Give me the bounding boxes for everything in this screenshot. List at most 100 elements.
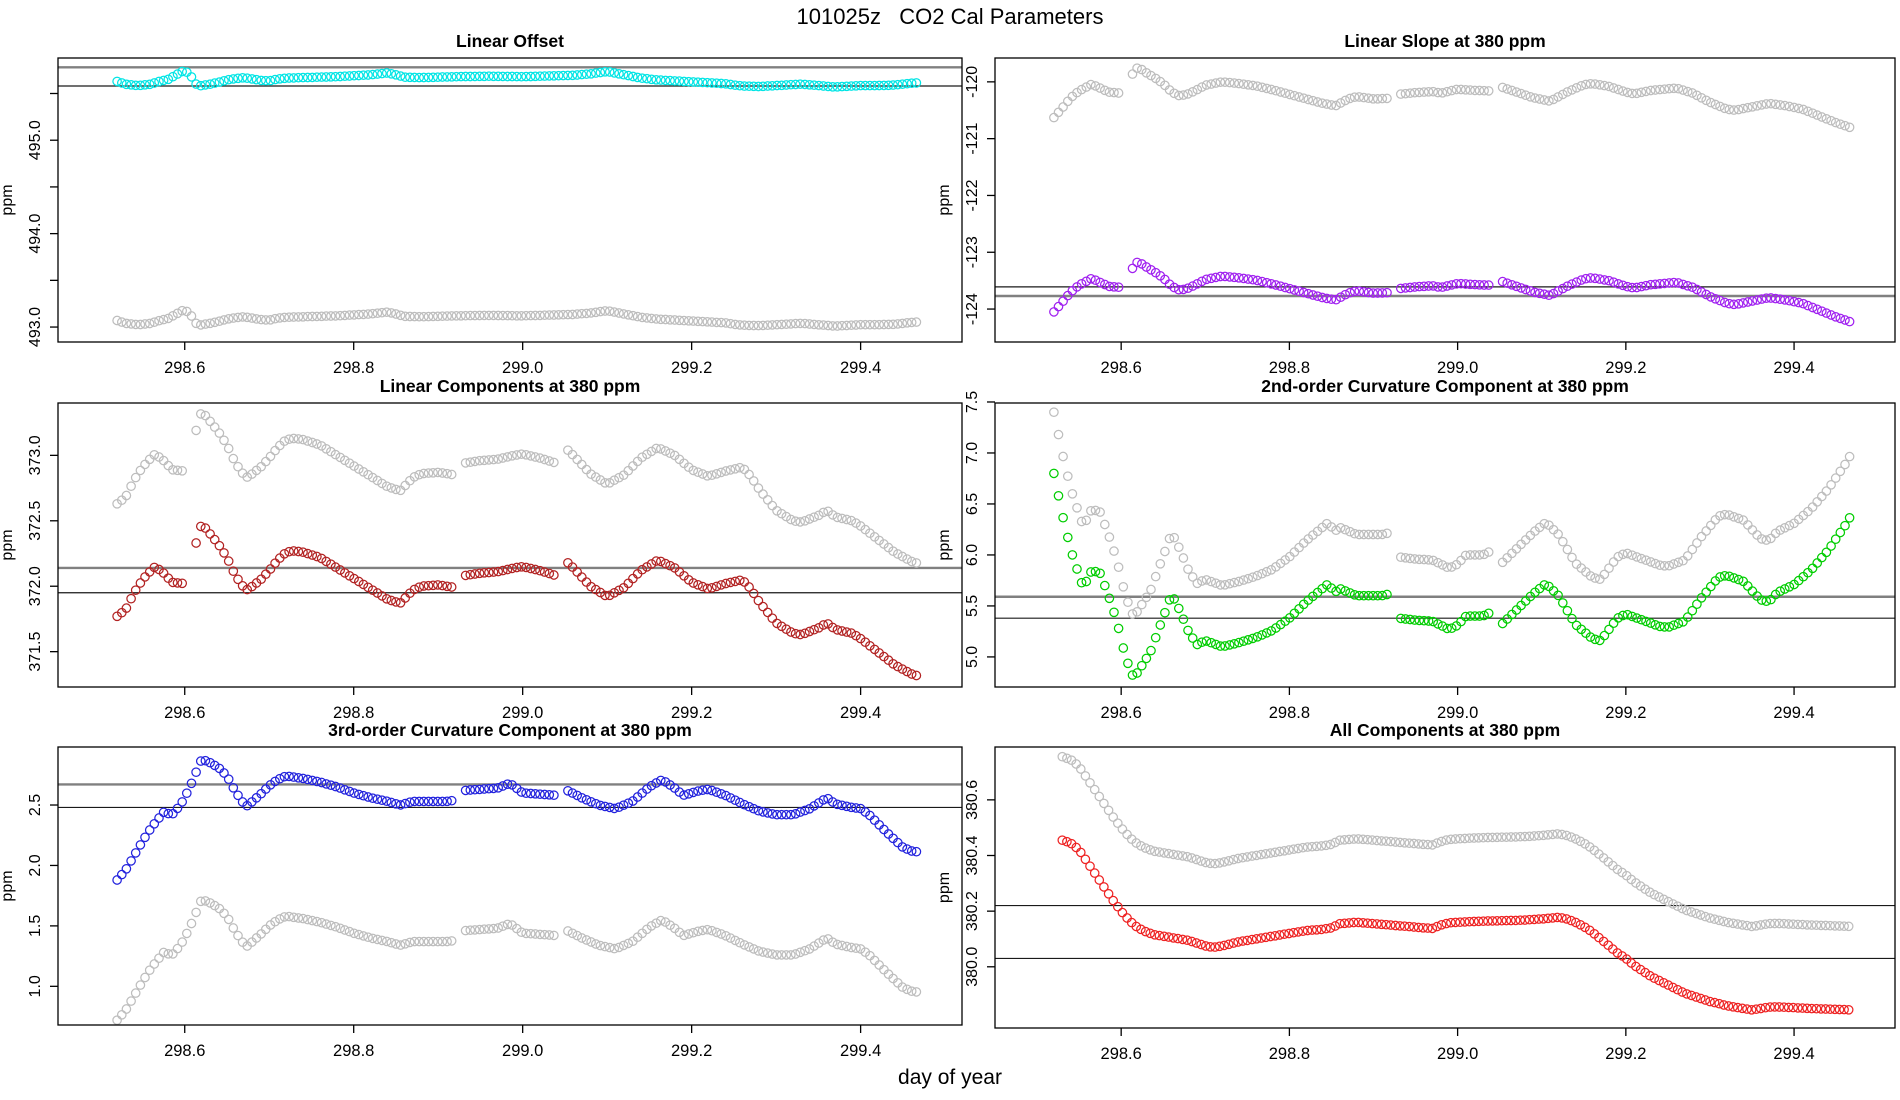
data-point (1455, 917, 1465, 928)
data-point (688, 77, 699, 87)
data-point (1473, 916, 1484, 927)
data-point (1289, 90, 1300, 101)
data-point (1160, 546, 1170, 557)
data-point (497, 921, 508, 932)
data-point (576, 572, 587, 582)
data-point (1659, 622, 1670, 632)
data-point (1806, 1003, 1817, 1014)
data-point (623, 465, 634, 476)
data-point (1695, 910, 1706, 920)
data-point (832, 939, 843, 950)
data-point (1719, 509, 1730, 520)
data-point (1650, 279, 1661, 290)
data-point (507, 450, 517, 461)
data-point (1590, 634, 1600, 645)
data-point (1234, 576, 1244, 587)
data-point (1136, 660, 1147, 671)
data-point (1228, 854, 1239, 865)
data-point (846, 320, 857, 331)
data-point (1113, 623, 1124, 634)
data-point (1229, 78, 1240, 88)
data-point (535, 71, 545, 82)
data-point (214, 316, 225, 327)
data-point (1483, 608, 1494, 619)
data-point (1409, 554, 1420, 564)
data-point (233, 574, 243, 585)
data-point (804, 79, 815, 90)
data-point (660, 314, 671, 325)
data-point (1173, 603, 1184, 614)
data-point (725, 79, 736, 90)
data-point (688, 927, 699, 938)
data-point (1715, 101, 1725, 112)
data-point (623, 938, 634, 949)
data-point (223, 74, 234, 85)
data-point (1368, 529, 1378, 540)
x-tick-label: 299.0 (502, 1042, 543, 1060)
data-point (748, 81, 759, 92)
data-point (172, 943, 183, 954)
data-point (172, 578, 183, 588)
data-point (1049, 407, 1059, 418)
data-point (604, 942, 615, 953)
data-point (1502, 278, 1513, 289)
data-point (549, 457, 559, 468)
data-point (1479, 549, 1489, 560)
data-point (1742, 581, 1753, 591)
data-point (786, 514, 796, 525)
data-point (906, 78, 917, 89)
data-point (1700, 995, 1711, 1005)
data-point (1770, 293, 1781, 304)
data-point (1585, 571, 1596, 581)
data-point (614, 802, 624, 813)
data-point (1215, 580, 1226, 590)
data-point (1252, 81, 1263, 92)
data-point (288, 433, 299, 444)
data-point (335, 923, 346, 934)
data-point (544, 310, 555, 320)
data-point (1118, 643, 1129, 653)
data-point (1437, 282, 1448, 292)
data-point (1446, 834, 1456, 845)
data-point (911, 846, 922, 857)
data-point (586, 937, 596, 947)
data-point (1826, 310, 1836, 320)
data-point (168, 310, 178, 321)
data-point (1210, 858, 1220, 869)
data-point (442, 796, 452, 807)
data-point (1585, 273, 1596, 283)
data-point (270, 558, 280, 569)
data-point (1839, 1004, 1849, 1015)
data-point (339, 784, 350, 795)
data-point (418, 796, 429, 807)
data-point (841, 514, 852, 525)
data-point (298, 773, 308, 784)
data-point (660, 75, 671, 86)
x-tick-label: 299.2 (671, 704, 712, 722)
data-point (1382, 93, 1392, 104)
data-point (1566, 915, 1577, 926)
data-point (1053, 301, 1064, 312)
data-point (846, 628, 857, 638)
data-point (1793, 919, 1803, 930)
data-point (572, 930, 583, 941)
data-point (558, 309, 569, 320)
data-point (660, 446, 671, 456)
data-point (1146, 584, 1156, 595)
series-gray-series (112, 896, 922, 1026)
data-point (1701, 95, 1712, 106)
data-point (149, 959, 160, 969)
data-point (1238, 636, 1249, 647)
data-point (1095, 277, 1105, 288)
data-point (1182, 935, 1193, 946)
data-point (1756, 534, 1767, 544)
data-point (906, 986, 917, 997)
data-point (1261, 277, 1272, 288)
data-point (1645, 618, 1656, 628)
data-point (716, 317, 727, 328)
data-point (1257, 82, 1267, 93)
data-point (465, 457, 476, 468)
data-point (892, 319, 903, 329)
data-point (632, 72, 643, 83)
